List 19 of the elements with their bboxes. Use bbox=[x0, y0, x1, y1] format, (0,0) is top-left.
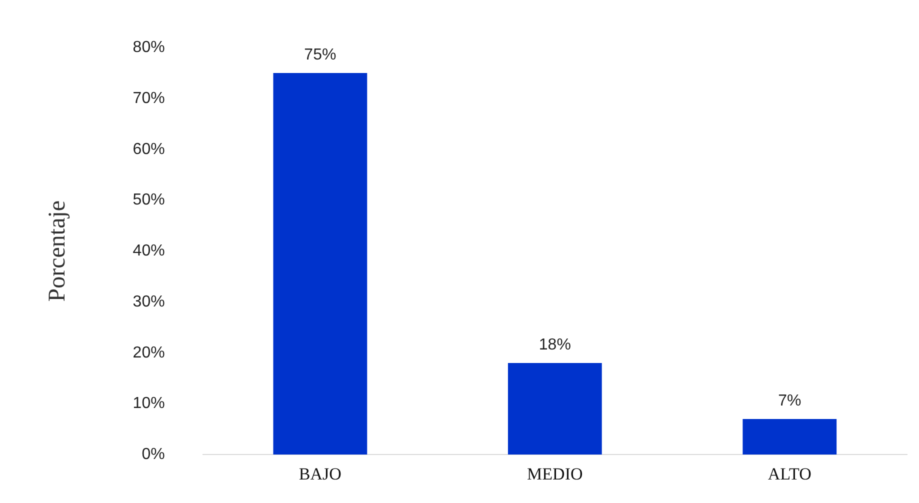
bar bbox=[742, 418, 837, 455]
y-tick-label: 50% bbox=[132, 192, 165, 209]
y-tick-label: 30% bbox=[132, 293, 165, 310]
data-label: 75% bbox=[304, 46, 336, 64]
y-axis-title: Porcentaje bbox=[44, 200, 71, 302]
y-tick-label: 70% bbox=[132, 90, 165, 107]
x-tick-label: ALTO bbox=[768, 464, 812, 484]
y-tick-label: 20% bbox=[132, 344, 165, 362]
x-tick-label: MEDIO bbox=[527, 464, 583, 484]
y-tick-label: 80% bbox=[132, 39, 165, 56]
y-tick-label: 40% bbox=[132, 242, 165, 260]
y-tick-label: 10% bbox=[132, 395, 165, 412]
y-tick-label: 60% bbox=[132, 140, 165, 158]
x-tick-label: BAJO bbox=[298, 464, 342, 484]
bar bbox=[508, 363, 602, 455]
data-label: 18% bbox=[538, 336, 571, 354]
data-label: 7% bbox=[778, 392, 802, 410]
bar bbox=[273, 73, 368, 455]
y-tick-label: 0% bbox=[142, 446, 165, 464]
